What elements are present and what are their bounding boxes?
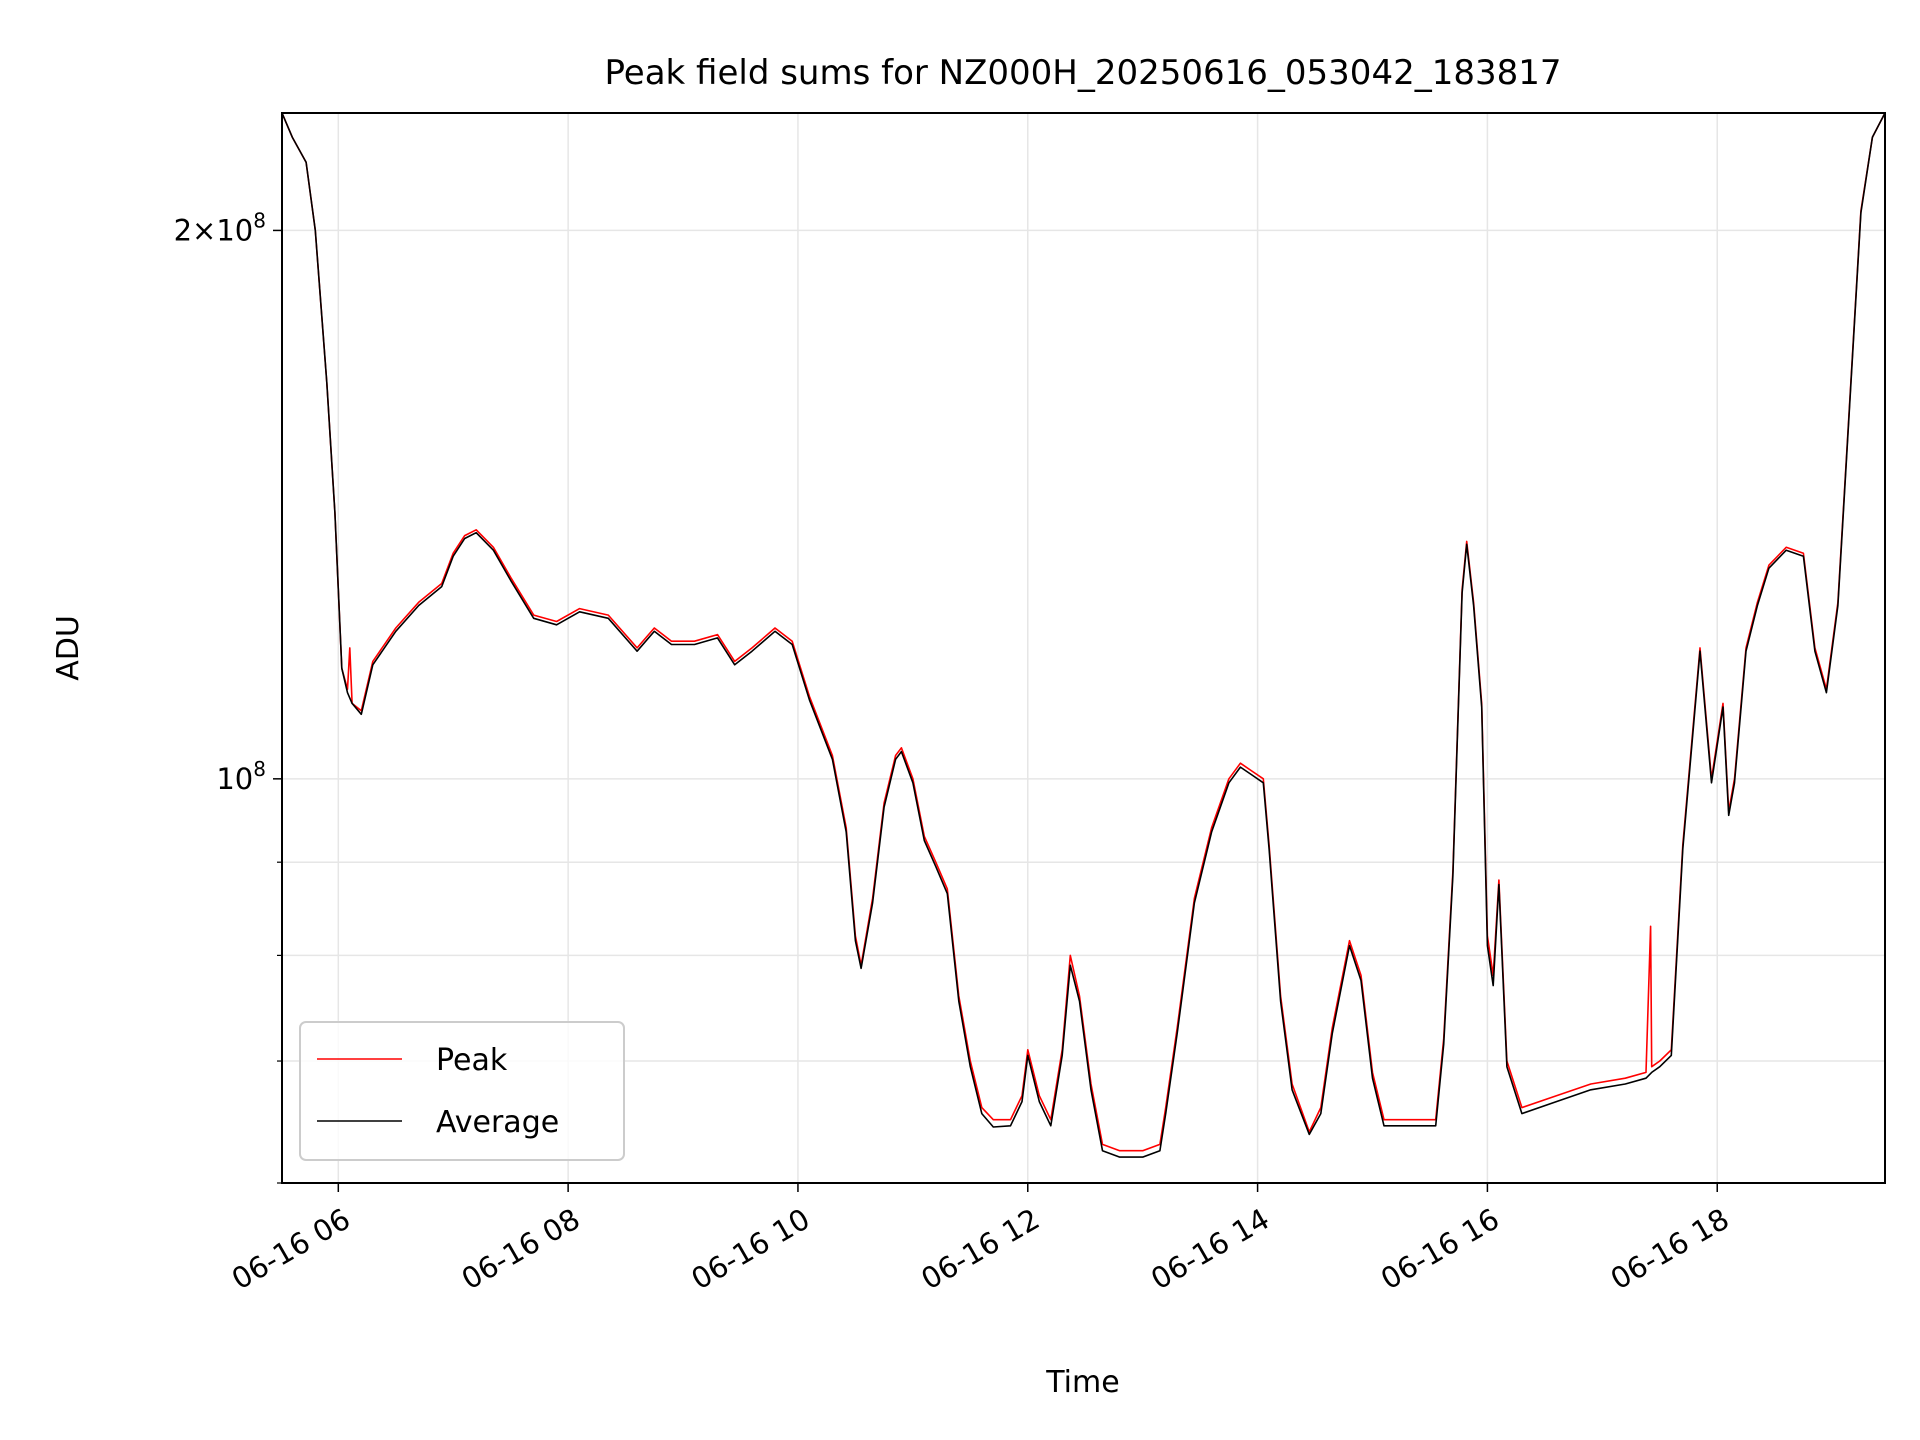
legend: Peak Average xyxy=(299,1021,625,1161)
plot-frame xyxy=(281,112,1886,1184)
legend-average-label: Average xyxy=(436,1105,559,1140)
series-line-average xyxy=(282,113,1885,1158)
y-tick-label-base: 2×10 xyxy=(174,213,254,247)
series-line-peak xyxy=(282,113,1885,1152)
y-tick-label-base: 10 xyxy=(216,762,253,796)
legend-box xyxy=(299,1021,625,1161)
x-axis-label: Time xyxy=(1045,1365,1119,1400)
grid-lines xyxy=(282,113,1885,1184)
y-tick-label: 2×108 xyxy=(174,208,266,247)
chart-title: Peak field sums for NZ000H_20250616_0530… xyxy=(605,53,1562,93)
plot-series xyxy=(282,113,1885,1158)
y-tick-label-exponent: 8 xyxy=(253,757,266,781)
y-axis-label: ADU xyxy=(51,615,86,681)
y-tick-label-exponent: 8 xyxy=(253,208,266,232)
legend-peak-label: Peak xyxy=(436,1043,508,1078)
y-tick-label: 108 xyxy=(216,757,266,796)
